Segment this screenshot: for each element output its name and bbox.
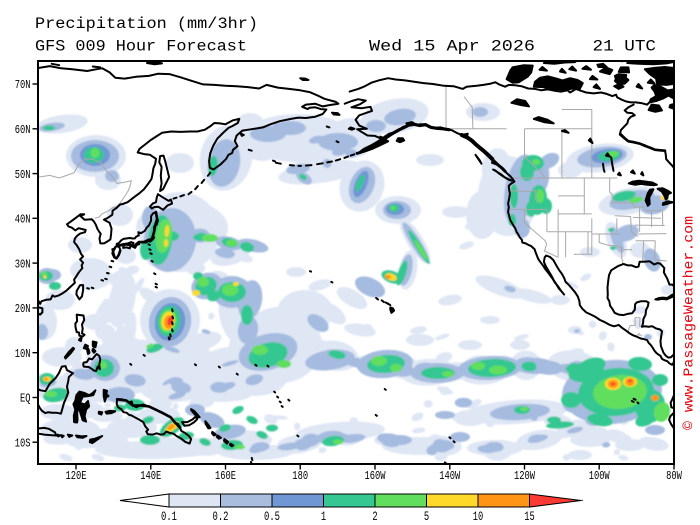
svg-text:120W: 120W	[514, 469, 536, 483]
svg-text:50N: 50N	[15, 168, 31, 182]
svg-text:160E: 160E	[215, 469, 236, 483]
svg-text:100W: 100W	[589, 469, 611, 483]
svg-text:30N: 30N	[15, 257, 31, 271]
svg-text:10N: 10N	[15, 347, 31, 361]
svg-text:© www.PassageWeather.com: © www.PassageWeather.com	[682, 216, 698, 430]
svg-text:10: 10	[473, 510, 484, 524]
svg-text:0.2: 0.2	[213, 510, 229, 524]
svg-text:10S: 10S	[15, 436, 31, 450]
svg-text:80W: 80W	[666, 469, 682, 483]
svg-text:2: 2	[372, 510, 377, 524]
svg-text:70N: 70N	[15, 78, 31, 92]
svg-text:5: 5	[424, 510, 429, 524]
svg-text:0.1: 0.1	[161, 510, 177, 524]
svg-text:15: 15	[524, 510, 535, 524]
svg-text:60N: 60N	[15, 123, 31, 137]
svg-text:1: 1	[321, 510, 326, 524]
svg-text:120E: 120E	[66, 469, 87, 483]
svg-text:EQ: EQ	[20, 392, 31, 406]
svg-text:180: 180	[292, 469, 308, 483]
svg-text:140E: 140E	[140, 469, 161, 483]
svg-text:GFS 009 Hour Forecast: GFS 009 Hour Forecast	[35, 37, 247, 55]
svg-text:160W: 160W	[365, 469, 387, 483]
svg-text:20N: 20N	[15, 302, 31, 316]
svg-text:21 UTC: 21 UTC	[593, 37, 657, 55]
svg-text:140W: 140W	[439, 469, 461, 483]
svg-text:0.5: 0.5	[264, 510, 280, 524]
svg-text:40N: 40N	[15, 213, 31, 227]
svg-text:Precipitation (mm/3hr): Precipitation (mm/3hr)	[35, 15, 258, 33]
svg-text:Wed 15 Apr 2026: Wed 15 Apr 2026	[369, 37, 535, 55]
